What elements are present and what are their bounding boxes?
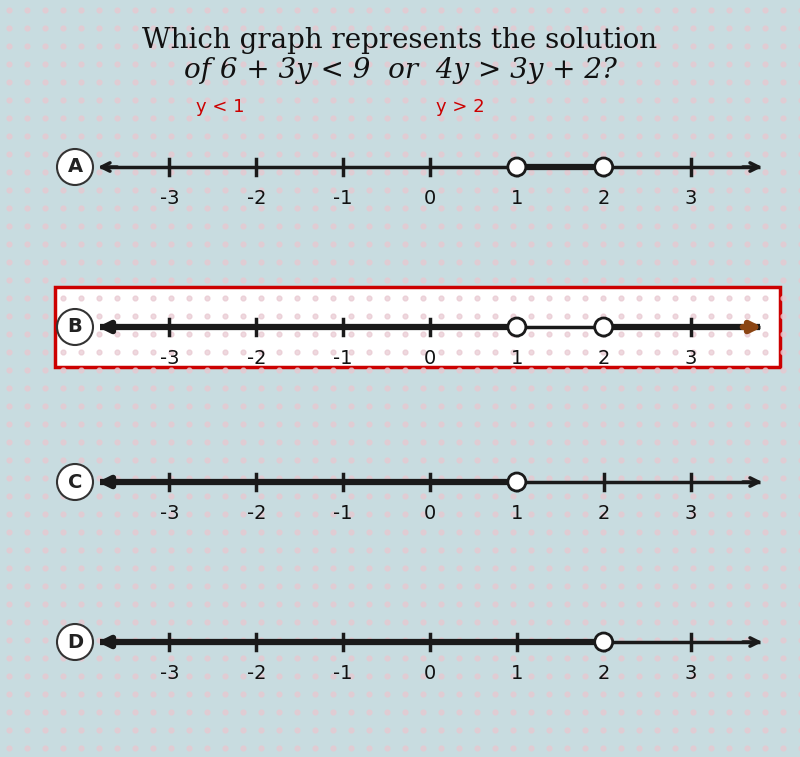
Text: -2: -2 — [246, 504, 266, 523]
Circle shape — [594, 633, 613, 651]
Text: 3: 3 — [684, 189, 697, 208]
Text: 3: 3 — [684, 664, 697, 683]
Text: 0: 0 — [424, 349, 436, 368]
Text: D: D — [67, 633, 83, 652]
Circle shape — [57, 149, 93, 185]
Circle shape — [508, 473, 526, 491]
Circle shape — [508, 158, 526, 176]
Text: y > 2: y > 2 — [436, 98, 484, 116]
Text: Which graph represents the solution: Which graph represents the solution — [142, 27, 658, 54]
Text: 0: 0 — [424, 189, 436, 208]
Text: 1: 1 — [510, 664, 523, 683]
Circle shape — [57, 309, 93, 345]
Text: 0: 0 — [424, 664, 436, 683]
Text: 1: 1 — [510, 504, 523, 523]
Text: B: B — [68, 317, 82, 337]
Circle shape — [594, 318, 613, 336]
Text: -1: -1 — [334, 189, 353, 208]
Text: C: C — [68, 472, 82, 491]
Text: 2: 2 — [598, 189, 610, 208]
Text: 2: 2 — [598, 664, 610, 683]
Text: 1: 1 — [510, 189, 523, 208]
Text: of 6 + 3y < 9  or  4y > 3y + 2?: of 6 + 3y < 9 or 4y > 3y + 2? — [183, 57, 617, 84]
Text: -1: -1 — [334, 349, 353, 368]
Text: -2: -2 — [246, 664, 266, 683]
Text: -3: -3 — [160, 189, 179, 208]
Circle shape — [57, 624, 93, 660]
Circle shape — [594, 158, 613, 176]
Text: -2: -2 — [246, 349, 266, 368]
Text: -1: -1 — [334, 504, 353, 523]
Text: -1: -1 — [334, 664, 353, 683]
Text: -2: -2 — [246, 189, 266, 208]
Text: A: A — [67, 157, 82, 176]
Text: 0: 0 — [424, 504, 436, 523]
Text: 2: 2 — [598, 504, 610, 523]
Text: 2: 2 — [598, 349, 610, 368]
Text: -3: -3 — [160, 504, 179, 523]
Text: 3: 3 — [684, 504, 697, 523]
Text: 1: 1 — [510, 349, 523, 368]
Circle shape — [508, 318, 526, 336]
Text: -3: -3 — [160, 664, 179, 683]
Text: 3: 3 — [684, 349, 697, 368]
Text: y < 1: y < 1 — [196, 98, 244, 116]
Text: -3: -3 — [160, 349, 179, 368]
FancyBboxPatch shape — [55, 287, 780, 367]
Circle shape — [57, 464, 93, 500]
